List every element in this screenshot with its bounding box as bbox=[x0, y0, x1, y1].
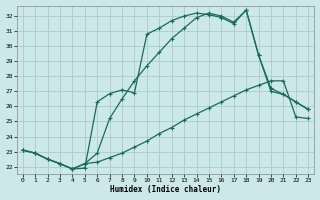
X-axis label: Humidex (Indice chaleur): Humidex (Indice chaleur) bbox=[110, 185, 221, 194]
